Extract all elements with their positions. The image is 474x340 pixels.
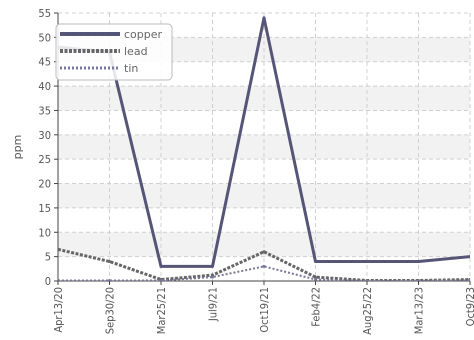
data-point-copper xyxy=(159,264,163,268)
y-tick-labels: 0 5 10 15 20 25 30 35 40 45 50 55 xyxy=(38,7,51,288)
series-line-tin xyxy=(58,265,470,281)
legend-label-tin: tin xyxy=(124,62,138,75)
legend-label-copper: copper xyxy=(124,28,163,41)
y-tick-label: 0 xyxy=(45,275,51,288)
data-point-tin xyxy=(365,279,369,281)
data-point-copper xyxy=(262,16,266,20)
data-point-tin xyxy=(314,278,317,281)
legend: copper lead tin xyxy=(55,23,173,81)
data-point-tin xyxy=(417,279,420,281)
data-point-lead xyxy=(314,275,317,279)
series-lines xyxy=(58,16,470,281)
y-axis-label: ppm xyxy=(11,135,24,160)
x-tick-label: Apr13/20 xyxy=(52,287,65,333)
data-point-tin xyxy=(159,279,163,281)
y-tick-label: 15 xyxy=(38,202,51,215)
data-point-tin xyxy=(108,279,111,281)
data-point-tin xyxy=(211,275,214,279)
data-point-lead xyxy=(58,247,60,251)
y-tick-label: 20 xyxy=(38,178,51,191)
x-tick-labels: Apr13/20 Sep30/20 Mar25/21 Jul9/21 Oct19/21 F… xyxy=(52,287,474,335)
x-tick-label: Mar25/21 xyxy=(155,287,168,334)
y-tick-label: 30 xyxy=(38,129,51,142)
x-tick-label: Oct19/21 xyxy=(258,287,271,333)
y-tick-label: 5 xyxy=(45,251,51,264)
y-tick-label: 35 xyxy=(38,104,51,117)
data-point-copper xyxy=(365,260,369,264)
y-tick-label: 40 xyxy=(38,80,51,93)
data-point-copper xyxy=(211,264,214,268)
x-tick-label: Oct9/23 xyxy=(464,287,474,326)
y-tick-label: 45 xyxy=(38,56,51,69)
data-point-tin xyxy=(262,264,266,268)
data-point-copper xyxy=(468,255,470,259)
x-tick-label: Mar13/23 xyxy=(413,287,426,334)
y-tick-label: 25 xyxy=(38,153,51,166)
data-point-tin xyxy=(58,279,60,281)
y-tick-label: 55 xyxy=(38,7,51,20)
data-point-lead xyxy=(262,250,266,254)
data-point-copper xyxy=(417,260,420,264)
x-tick-label: Sep30/20 xyxy=(104,287,117,334)
data-point-tin xyxy=(468,279,470,281)
y-tick-label: 10 xyxy=(38,226,51,239)
data-point-copper xyxy=(314,260,317,264)
data-point-lead xyxy=(108,260,111,264)
legend-label-lead: lead xyxy=(124,45,148,58)
x-tick-label: Jul9/21 xyxy=(207,287,220,322)
y-tick-label: 50 xyxy=(38,31,51,44)
x-tick-label: Aug25/22 xyxy=(361,287,374,335)
x-tick-label: Feb4/22 xyxy=(310,287,323,327)
